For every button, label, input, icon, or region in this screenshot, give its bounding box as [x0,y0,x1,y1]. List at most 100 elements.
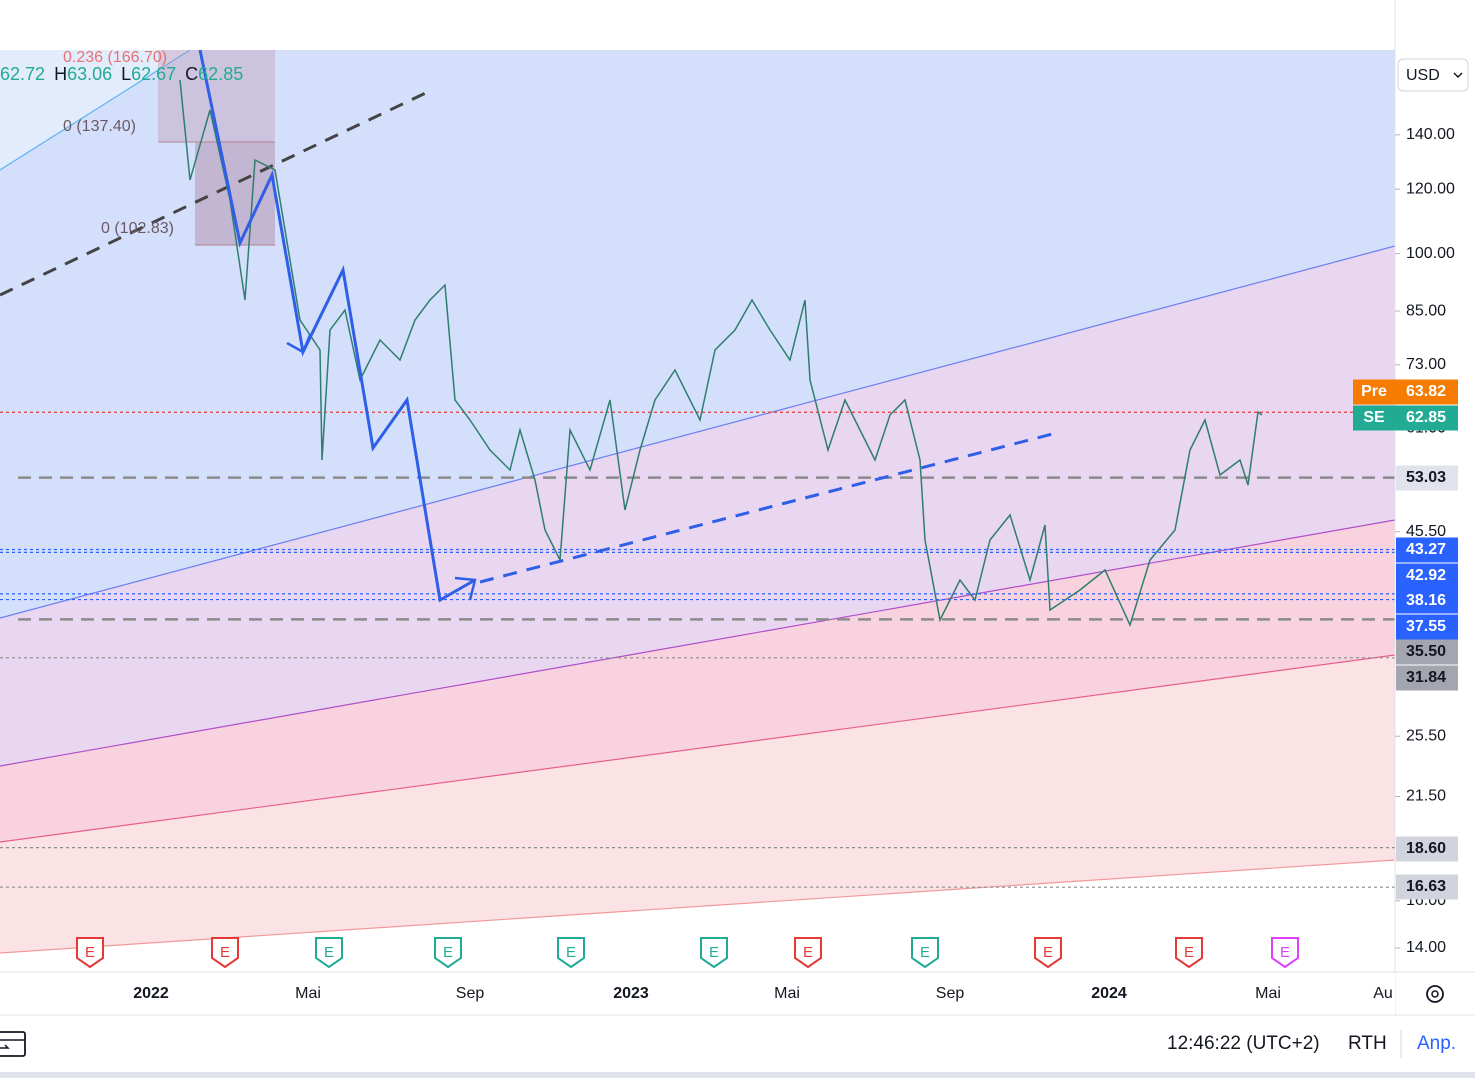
price-series [179,79,1263,628]
earnings-label: E [1184,944,1194,961]
earnings-badge[interactable] [700,937,728,969]
earnings-label: E [220,944,230,961]
earnings-badge[interactable] [1034,937,1062,969]
ohlc-key: C [185,64,198,84]
time-axis [0,972,1395,1015]
earnings-badge[interactable] [434,937,462,969]
price-tick-label: 73.00 [1406,356,1446,373]
price-label: 35.50 [1406,643,1446,660]
price-label: 62.85 [1406,409,1446,426]
earnings-label: E [1043,944,1053,961]
time-label: Mai [1255,985,1281,1002]
currency-label: USD [1406,67,1440,84]
price-label: 31.84 [1406,669,1446,686]
price-tick-label: 120.00 [1406,180,1455,197]
price-label: 53.03 [1406,469,1446,486]
time-label: 2023 [613,985,649,1002]
price-tick-label: 21.50 [1406,788,1446,805]
time-label: 2024 [1091,985,1127,1002]
price-label-box [1396,836,1458,862]
ohlc-value: 62.67 [131,64,176,84]
price-tick-label: 100.00 [1406,245,1455,262]
price-label: 42.92 [1406,567,1446,584]
earnings-badge[interactable] [1175,937,1203,969]
session-toggle[interactable]: RTH [1348,1033,1387,1054]
chevron [1453,72,1463,79]
price-label-box [1396,639,1458,665]
price-label: 43.27 [1406,541,1446,558]
channel-zone [0,246,1395,766]
earnings-label: E [1280,944,1290,961]
ohlc-key: L [121,64,131,84]
price-label-box [1396,405,1458,431]
price-label: 37.55 [1406,618,1446,635]
earnings-label: E [324,944,334,961]
price-tick-label: 25.50 [1406,727,1446,744]
earnings-label: E [85,944,95,961]
channel-line [0,245,1395,619]
channel-zone [0,50,1395,618]
price-axis [1395,0,1475,1015]
ohlc-key: H [54,64,67,84]
trend-line [479,430,1061,584]
price-label: 63.82 [1406,383,1446,400]
arrow-head [286,334,312,354]
ohlc-value: 62.85 [198,64,243,84]
trend-line [0,88,433,297]
date-range-button[interactable] [0,1031,26,1057]
price-label-box [1396,588,1458,614]
earnings-label: E [803,944,813,961]
ohlc-value: 62.72 [0,64,45,84]
earnings-badge[interactable] [911,937,939,969]
price-tag: SE [1363,409,1385,426]
earnings-badge[interactable] [76,937,104,969]
price-tag-box [1353,405,1396,431]
earnings-badge[interactable] [794,937,822,969]
bottom-strip [0,1072,1475,1078]
price-tag-box [1353,379,1396,405]
price-label-box [1396,563,1458,589]
time-label: 2022 [133,985,169,1002]
price-label-box [1396,465,1458,491]
price-tag: Pre [1361,383,1387,400]
time-label: Au [1373,985,1393,1002]
time-label: Mai [774,985,800,1002]
channel-zone [0,520,1395,842]
chart-pane: 0.236 (166.70) 0 (137.40) 0 (102.83) [0,49,1395,972]
earnings-badge[interactable] [557,937,585,969]
fib-label: 0 (102.83) [101,220,174,237]
projection-path [198,50,476,603]
time-label: Sep [936,985,965,1002]
currency-select[interactable] [1397,58,1469,92]
adjust-toggle[interactable]: Anp. [1417,1033,1456,1054]
earnings-label: E [709,944,719,961]
price-label-box [1396,665,1458,691]
channel-line [0,519,1395,767]
price-label: 16.63 [1406,878,1446,895]
channel-line [0,654,1395,843]
time-label: Mai [295,985,321,1002]
settings-button[interactable] [1426,985,1444,1003]
price-label-box [1396,874,1458,900]
channel-line [0,50,191,171]
earnings-badge[interactable] [211,937,239,969]
time-label: Sep [456,985,485,1002]
price-tick-label: 14.00 [1406,939,1446,956]
price-tick-label: 85.00 [1406,302,1446,319]
fib-label: 0 (137.40) [63,118,136,135]
channel-zone [0,655,1395,953]
clock: 12:46:22 (UTC+2) [1167,1033,1320,1054]
ohlc-value: 63.06 [67,64,112,84]
price-label: 18.60 [1406,840,1446,857]
price-label-box [1396,537,1458,563]
price-tick-label: 140.00 [1406,126,1455,143]
fib-label: 0.236 (166.70) [63,49,167,66]
price-label-box [1396,614,1458,640]
top-bar [0,0,1395,50]
earnings-badge[interactable] [315,937,343,969]
earnings-label: E [920,944,930,961]
earnings-label: E [566,944,576,961]
earnings-badge[interactable] [1271,937,1299,969]
